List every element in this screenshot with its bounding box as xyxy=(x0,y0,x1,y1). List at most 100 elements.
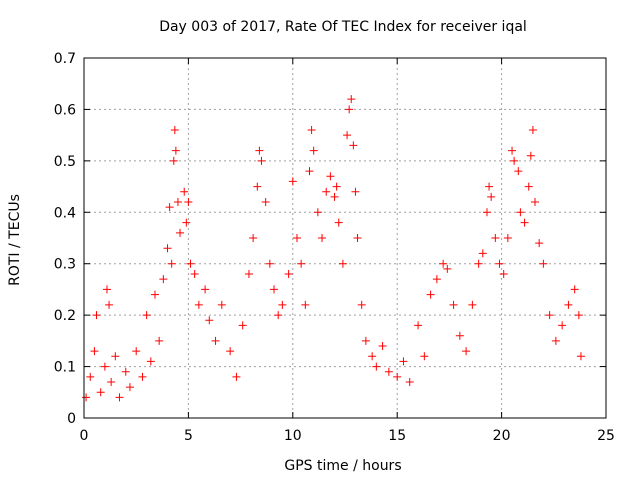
data-point xyxy=(238,321,247,330)
data-point xyxy=(132,347,141,356)
data-point xyxy=(393,372,402,381)
x-tick-label: 5 xyxy=(184,428,193,444)
data-point xyxy=(278,300,287,309)
data-point xyxy=(105,300,114,309)
data-point xyxy=(249,234,258,242)
data-point xyxy=(318,234,327,242)
x-tick-label: 0 xyxy=(80,428,89,444)
data-point xyxy=(180,187,189,196)
data-point xyxy=(146,357,155,366)
data-point xyxy=(499,270,508,278)
data-point xyxy=(307,126,316,134)
data-point xyxy=(399,357,408,366)
data-point xyxy=(107,378,116,386)
data-point xyxy=(491,234,500,242)
x-tick-label: 20 xyxy=(493,428,511,444)
data-point xyxy=(292,234,301,242)
data-point xyxy=(524,182,533,191)
y-tick-label: 0.2 xyxy=(54,308,76,324)
data-point xyxy=(349,141,358,150)
data-point xyxy=(301,300,310,309)
axis-ticks: 0 0.1 0.2 0.3 0.4 0.5 0.6 0.7 0 5 10 15 20 25 xyxy=(54,51,615,444)
data-point xyxy=(539,259,548,268)
data-point xyxy=(426,290,435,299)
data-point xyxy=(150,290,159,299)
data-point xyxy=(576,352,585,361)
x-tick-label: 10 xyxy=(284,428,302,444)
data-point xyxy=(297,259,306,268)
data-point xyxy=(514,167,523,176)
data-point xyxy=(372,362,381,371)
data-point xyxy=(357,300,366,309)
data-point xyxy=(564,300,573,309)
y-tick-label: 0.4 xyxy=(54,205,76,221)
data-point xyxy=(190,270,199,278)
data-point xyxy=(288,177,297,186)
data-point xyxy=(368,352,377,361)
data-point xyxy=(510,156,519,165)
data-point xyxy=(184,198,193,206)
data-point xyxy=(163,244,172,253)
data-point xyxy=(439,259,448,268)
data-point xyxy=(92,311,101,320)
data-point xyxy=(305,167,314,176)
data-point xyxy=(159,275,168,284)
data-point xyxy=(313,208,322,217)
data-point xyxy=(255,146,264,155)
data-point xyxy=(347,95,356,104)
data-point xyxy=(551,336,560,345)
data-point xyxy=(322,187,331,196)
data-point xyxy=(173,198,182,206)
data-point xyxy=(167,259,176,268)
data-point xyxy=(284,270,293,278)
data-point xyxy=(309,146,318,155)
data-point xyxy=(455,331,464,340)
data-point xyxy=(508,146,517,155)
data-point xyxy=(432,275,441,284)
y-tick-label: 0.3 xyxy=(54,257,76,273)
data-point xyxy=(170,126,179,134)
x-tick-label: 25 xyxy=(597,428,615,444)
data-point xyxy=(520,218,529,227)
data-point xyxy=(232,372,241,381)
data-point xyxy=(378,342,387,350)
data-point xyxy=(343,131,352,140)
y-tick-label: 0 xyxy=(67,411,76,427)
data-point xyxy=(353,234,362,242)
y-tick-label: 0.6 xyxy=(54,102,76,118)
data-point xyxy=(82,393,91,402)
chart-title: Day 003 of 2017, Rate Of TEC Index for r… xyxy=(159,19,527,35)
data-point xyxy=(334,218,343,227)
data-point xyxy=(226,347,235,356)
data-point xyxy=(495,259,504,268)
data-point xyxy=(142,311,151,320)
data-point xyxy=(528,126,537,134)
data-point xyxy=(420,352,429,361)
data-point xyxy=(194,300,203,309)
data-point xyxy=(570,285,579,294)
data-point xyxy=(211,336,220,345)
data-point xyxy=(485,182,494,191)
data-point xyxy=(111,352,120,361)
data-point xyxy=(345,105,354,114)
y-axis-label: ROTI / TECUs xyxy=(7,194,23,286)
data-point xyxy=(462,347,471,356)
plot-frame xyxy=(83,57,607,419)
data-point xyxy=(217,300,226,309)
data-point xyxy=(526,151,535,160)
data-point xyxy=(384,367,393,376)
data-point xyxy=(244,270,253,278)
data-point xyxy=(121,367,130,376)
data-point xyxy=(205,316,214,325)
data-point xyxy=(102,285,111,294)
data-point xyxy=(326,172,335,181)
data-point xyxy=(516,208,525,217)
data-point xyxy=(487,192,496,201)
data-point xyxy=(274,311,283,320)
data-point xyxy=(125,383,134,392)
data-point xyxy=(405,378,414,386)
data-point xyxy=(338,259,347,268)
